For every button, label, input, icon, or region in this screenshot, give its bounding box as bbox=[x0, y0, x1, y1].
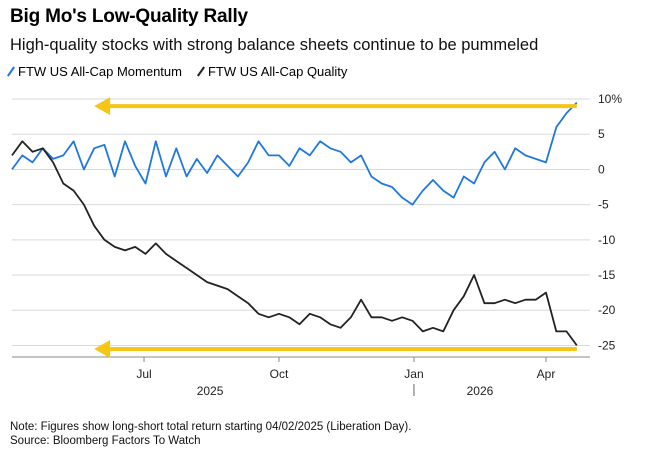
legend-label-momentum: FTW US All-Cap Momentum bbox=[18, 64, 182, 79]
y-tick-label: -15 bbox=[598, 268, 616, 282]
annotation-arrow-head bbox=[94, 97, 111, 116]
x-tick-label: Apr bbox=[537, 367, 556, 381]
source-text: Source: Bloomberg Factors To Watch bbox=[10, 435, 201, 447]
y-tick-label: -20 bbox=[598, 303, 616, 317]
legend-item-quality: FTW US All-Cap Quality bbox=[197, 64, 348, 79]
y-tick-label: -25 bbox=[598, 338, 616, 352]
quality-line bbox=[11, 140, 578, 346]
year-label: 2025 bbox=[197, 384, 224, 398]
annotation-arrow-head bbox=[94, 339, 111, 358]
x-tick-label: Jul bbox=[136, 367, 151, 381]
chart-legend: FTW US All-Cap Momentum FTW US All-Cap Q… bbox=[7, 64, 348, 79]
y-tick-label: -10 bbox=[598, 233, 616, 247]
y-tick-label: 0 bbox=[598, 162, 605, 176]
legend-label-quality: FTW US All-Cap Quality bbox=[207, 64, 348, 79]
chart-subtitle: High-quality stocks with strong balance … bbox=[10, 36, 539, 54]
legend-item-momentum: FTW US All-Cap Momentum bbox=[7, 64, 182, 79]
y-tick-label: -5 bbox=[598, 198, 609, 212]
chart-title: Big Mo's Low-Quality Rally bbox=[10, 6, 248, 27]
x-tick-label: Oct bbox=[270, 367, 289, 381]
footnote: Note: Figures show long-short total retu… bbox=[10, 420, 411, 448]
year-label: 2026 bbox=[467, 384, 494, 398]
note-text: Note: Figures show long-short total retu… bbox=[10, 421, 412, 433]
y-tick-label: 10% bbox=[598, 92, 622, 106]
momentum-line bbox=[11, 101, 578, 206]
y-tick-label: 5 bbox=[598, 127, 605, 141]
x-tick-label: Jan bbox=[404, 367, 423, 381]
